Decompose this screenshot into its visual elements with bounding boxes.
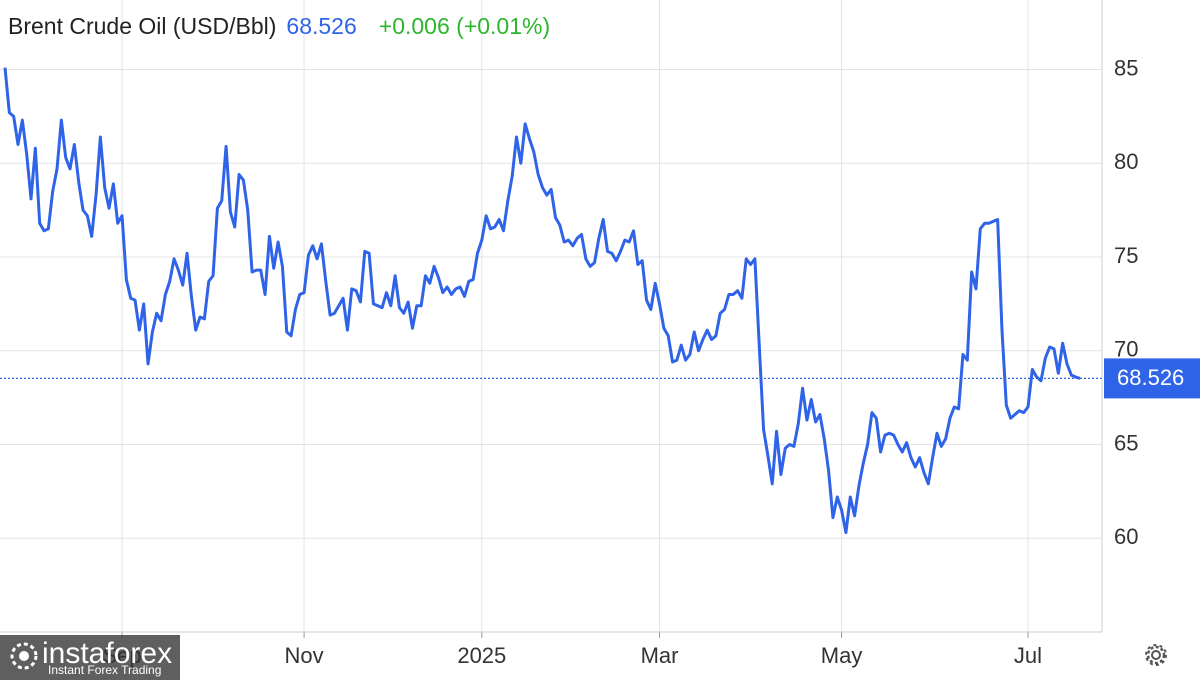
- y-tick-label: 60: [1114, 524, 1138, 549]
- y-tick-label: 80: [1114, 149, 1138, 174]
- price-line: [3, 67, 1081, 535]
- y-tick-label: 70: [1114, 337, 1138, 362]
- watermark-tagline: Instant Forex Trading: [48, 663, 161, 677]
- x-tick-label: Nov: [285, 643, 324, 668]
- header: Brent Crude Oil (USD/Bbl) 68.526 +0.006 (+…: [8, 13, 560, 40]
- last-price-box: [1104, 358, 1200, 399]
- settings-icon[interactable]: [1145, 644, 1167, 666]
- change: +0.006 (+0.01%): [378, 13, 551, 39]
- x-tick-label: May: [821, 643, 863, 668]
- x-tick-label: Jul: [1014, 643, 1042, 668]
- x-tick-label: Mar: [641, 643, 679, 668]
- grid: [0, 0, 1102, 632]
- y-tick-label: 65: [1114, 430, 1138, 455]
- x-tick-label: 2025: [457, 643, 506, 668]
- last-price-label: 68.526: [1117, 365, 1184, 390]
- last-value: 68.526: [286, 13, 357, 39]
- watermark-logo: [10, 642, 38, 670]
- watermark-brand: instaforex: [42, 637, 172, 670]
- y-tick-label: 85: [1114, 55, 1138, 80]
- title: Brent Crude Oil (USD/Bbl): [8, 13, 277, 39]
- y-tick-label: 75: [1114, 243, 1138, 268]
- watermark-box: [0, 635, 180, 680]
- plot: [0, 67, 1104, 535]
